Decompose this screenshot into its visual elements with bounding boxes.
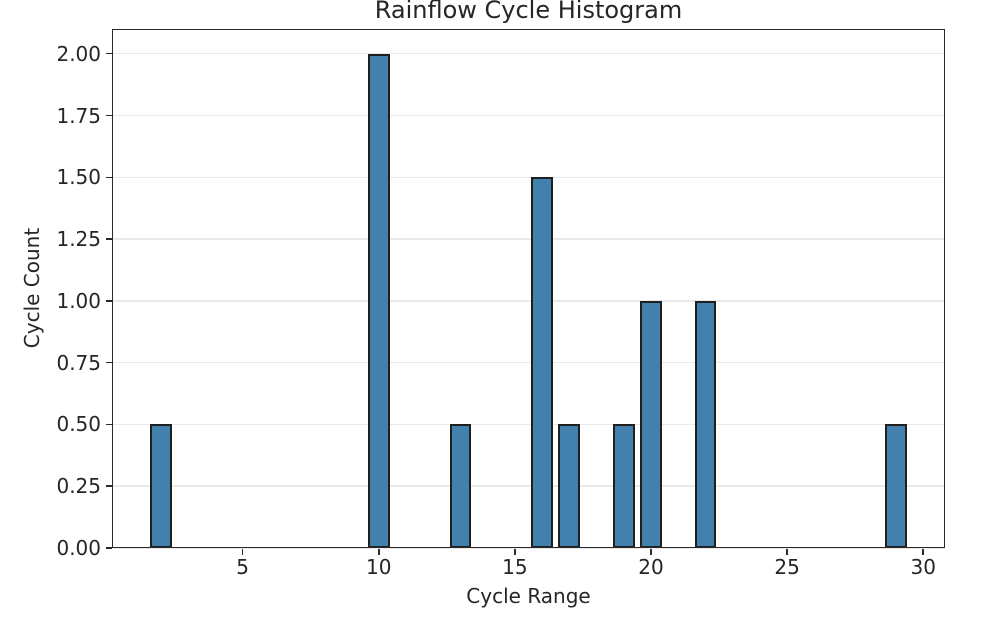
x-tick-mark (786, 548, 788, 555)
y-tick-mark (105, 547, 112, 549)
x-tick-label: 15 (502, 555, 528, 579)
y-tick-label: 2.00 (56, 41, 101, 66)
y-tick-label: 0.75 (56, 350, 101, 375)
x-tick-mark (922, 548, 924, 555)
histogram-bar (367, 53, 390, 548)
y-tick-label: 0.50 (56, 412, 101, 437)
y-tick-mark (105, 176, 112, 179)
y-tick-mark (105, 114, 112, 117)
histogram-bar (558, 424, 581, 548)
histogram-bar (640, 300, 662, 548)
histogram-bar (885, 424, 907, 548)
x-tick-mark (650, 548, 652, 555)
histogram-bar (531, 177, 553, 548)
y-tick-mark (105, 300, 112, 302)
y-gridline (112, 114, 945, 117)
x-tick-label: 5 (236, 555, 250, 579)
y-tick-label: 0.25 (56, 474, 101, 499)
y-tick-mark (105, 485, 112, 487)
chart-title: Rainflow Cycle Histogram (374, 0, 683, 24)
plot-area (112, 29, 945, 549)
x-tick-mark (241, 548, 244, 555)
y-tick-label: 1.75 (56, 103, 101, 128)
x-axis-label: Cycle Range (466, 584, 591, 608)
x-tick-label: 20 (638, 555, 664, 579)
x-tick-label: 25 (774, 555, 800, 579)
y-tick-label: 1.50 (56, 165, 101, 190)
x-tick-mark (378, 548, 380, 555)
y-gridline (112, 547, 945, 549)
histogram-bar (449, 424, 472, 548)
x-tick-label: 10 (366, 555, 392, 579)
y-tick-mark (105, 361, 112, 364)
histogram-bar (612, 424, 635, 548)
y-gridline (112, 423, 945, 426)
y-tick-label: 1.25 (56, 227, 101, 252)
histogram-bar (150, 424, 172, 548)
y-tick-mark (105, 52, 112, 55)
y-gridline (112, 485, 945, 487)
x-tick-label: 30 (910, 555, 936, 579)
plot-frame (112, 29, 945, 548)
y-gridline (112, 361, 945, 364)
y-tick-label: 1.00 (56, 288, 101, 313)
y-tick-mark (105, 423, 112, 426)
y-gridline (112, 176, 945, 179)
y-tick-mark (105, 238, 112, 240)
x-tick-mark (514, 548, 516, 555)
y-gridline (112, 300, 945, 302)
y-tick-label: 0.00 (56, 536, 101, 560)
histogram-bar (694, 300, 717, 548)
y-gridline (112, 238, 945, 240)
y-gridline (112, 52, 945, 55)
